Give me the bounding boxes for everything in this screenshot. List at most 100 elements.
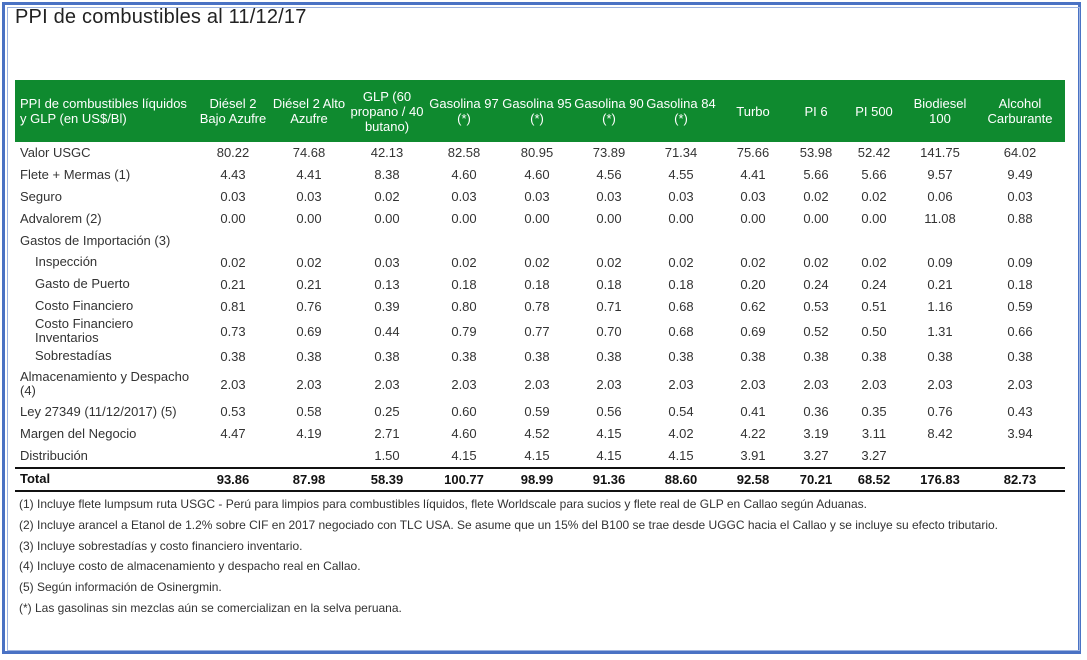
- table-cell: 0.00: [861, 211, 887, 227]
- table-cell: 4.15: [596, 448, 622, 464]
- table-row: Inspección 0.02 0.02 0.03 0.02 0.02 0.02 0.02 0.…: [15, 251, 1065, 273]
- header-col: Diésel 2 Bajo Azufre: [195, 80, 271, 142]
- row-label: Sobrestadías: [35, 348, 112, 364]
- table-cell: 100.77: [427, 466, 501, 492]
- table-cell: 0.60: [451, 404, 477, 420]
- table-row: Costo Financiero 0.81 0.76 0.39 0.80 0.78 0.71…: [15, 295, 1065, 317]
- table-cell: 9.57: [927, 167, 953, 183]
- table-cell: 4.60: [524, 167, 550, 183]
- table-cell: 68.52: [843, 466, 905, 492]
- table-cell: 2.03: [1007, 376, 1033, 392]
- header-col: Gasolina 97 (*): [427, 80, 501, 142]
- table-cell: 4.55: [668, 167, 694, 183]
- table-row: Sobrestadías 0.38 0.38 0.38 0.38 0.38 0.38 0.38…: [15, 345, 1065, 367]
- table-header-row: PPI de combustibles líquidos y GLP (en U…: [15, 80, 1065, 142]
- table-cell: 4.15: [451, 448, 477, 464]
- table-cell: 0.81: [220, 298, 246, 314]
- table-cell: 4.15: [596, 426, 622, 442]
- table-cell: 0.38: [1007, 348, 1033, 364]
- table-cell: 0.35: [861, 404, 887, 420]
- table-cell: 4.41: [740, 167, 766, 183]
- table-cell: 0.03: [451, 189, 477, 205]
- table-cell: 0.79: [451, 323, 477, 339]
- table-cell: 3.94: [1007, 426, 1033, 442]
- footnote: (5) Según información de Osinergmin.: [19, 580, 222, 595]
- table-cell: 92.58: [717, 466, 789, 492]
- table-cell: 3.27: [861, 448, 887, 464]
- table-cell: [975, 445, 1065, 468]
- table-cell: 0.18: [1007, 276, 1033, 292]
- table-cell: 0.06: [927, 189, 953, 205]
- header-first: PPI de combustibles líquidos y GLP (en U…: [15, 80, 195, 142]
- header-col: Turbo: [717, 80, 789, 142]
- header-col: Gasolina 90 (*): [573, 80, 645, 142]
- table-cell: 0.59: [1007, 298, 1033, 314]
- table-row: Flete + Mermas (1) 4.43 4.41 8.38 4.60 4.60 4.…: [15, 164, 1065, 186]
- table-cell: 4.22: [740, 426, 766, 442]
- table-cell: 4.60: [451, 426, 477, 442]
- row-label: Almacenamiento y Despacho (4): [20, 369, 190, 399]
- table-cell: 42.13: [370, 145, 404, 161]
- footnotes: (1) Incluye flete lumpsum ruta USGC - Pe…: [19, 494, 1064, 619]
- footnote: (2) Incluye arancel a Etanol de 1.2% sob…: [19, 517, 999, 532]
- table-cell: 0.80: [451, 298, 477, 314]
- row-label: Margen del Negocio: [20, 425, 137, 441]
- table-cell: 2.03: [296, 376, 322, 392]
- table-cell: 0.41: [740, 404, 766, 420]
- table-cell: 0.58: [296, 404, 322, 420]
- table-cell: 0.02: [740, 254, 766, 270]
- table-cell: 4.15: [524, 448, 550, 464]
- table-cell: 141.75: [920, 145, 960, 161]
- header-col: GLP (60 propano / 40 butano): [347, 80, 427, 142]
- table-cell: 0.69: [296, 323, 322, 339]
- table-cell: 0.02: [596, 254, 622, 270]
- table-cell: 1.16: [927, 298, 953, 314]
- table-cell: 2.03: [740, 376, 766, 392]
- table-cell: 1.31: [927, 323, 953, 339]
- table-cell: 11.08: [924, 211, 956, 227]
- table-cell: 4.43: [220, 167, 246, 183]
- table-cell: 9.49: [1007, 167, 1033, 183]
- table-cell: 2.03: [374, 376, 400, 392]
- table-cell: 0.02: [803, 254, 829, 270]
- row-label: Gasto de Puerto: [35, 276, 130, 292]
- row-label: Total: [15, 466, 195, 492]
- table-cell: 0.76: [296, 298, 322, 314]
- table-cell: 0.69: [740, 323, 766, 339]
- table-cell: 0.03: [740, 189, 766, 205]
- table-cell: 0.00: [296, 211, 322, 227]
- table-cell: 0.02: [861, 254, 887, 270]
- table-cell: 0.13: [374, 276, 400, 292]
- table-cell: 58.39: [347, 466, 427, 492]
- row-label: Valor USGC: [20, 144, 91, 160]
- table-cell: [717, 230, 789, 252]
- table-cell: [975, 230, 1065, 252]
- table-cell: 3.27: [803, 448, 829, 464]
- table-cell: 8.42: [927, 426, 953, 442]
- table-cell: 0.38: [668, 348, 694, 364]
- table-cell: 0.02: [803, 189, 829, 205]
- table-cell: 2.03: [927, 376, 953, 392]
- table-cell: 82.58: [447, 145, 481, 161]
- table-cell: 0.38: [740, 348, 766, 364]
- table-cell: 5.66: [861, 167, 887, 183]
- table-cell: 4.02: [668, 426, 694, 442]
- table-cell: 80.95: [520, 145, 554, 161]
- table-cell: 0.03: [296, 189, 322, 205]
- table-cell: 0.21: [220, 276, 246, 292]
- table-cell: 0.02: [374, 189, 400, 205]
- table-cell: 4.19: [296, 426, 322, 442]
- table-cell: 0.51: [861, 298, 887, 314]
- table-cell: 3.19: [803, 426, 829, 442]
- table-cell: 0.66: [1007, 323, 1033, 339]
- table-cell: 0.68: [668, 298, 694, 314]
- footnote: (*) Las gasolinas sin mezclas aún se com…: [19, 600, 402, 615]
- table-cell: [645, 230, 717, 252]
- header-col: Gasolina 95 (*): [501, 80, 573, 142]
- table-cell: 74.68: [292, 145, 326, 161]
- footnote: (4) Incluye costo de almacenamiento y de…: [19, 559, 361, 574]
- table-cell: 0.09: [927, 254, 953, 270]
- table-cell: 2.71: [374, 426, 400, 442]
- table-cell: 5.66: [803, 167, 829, 183]
- table-cell: 88.60: [645, 466, 717, 492]
